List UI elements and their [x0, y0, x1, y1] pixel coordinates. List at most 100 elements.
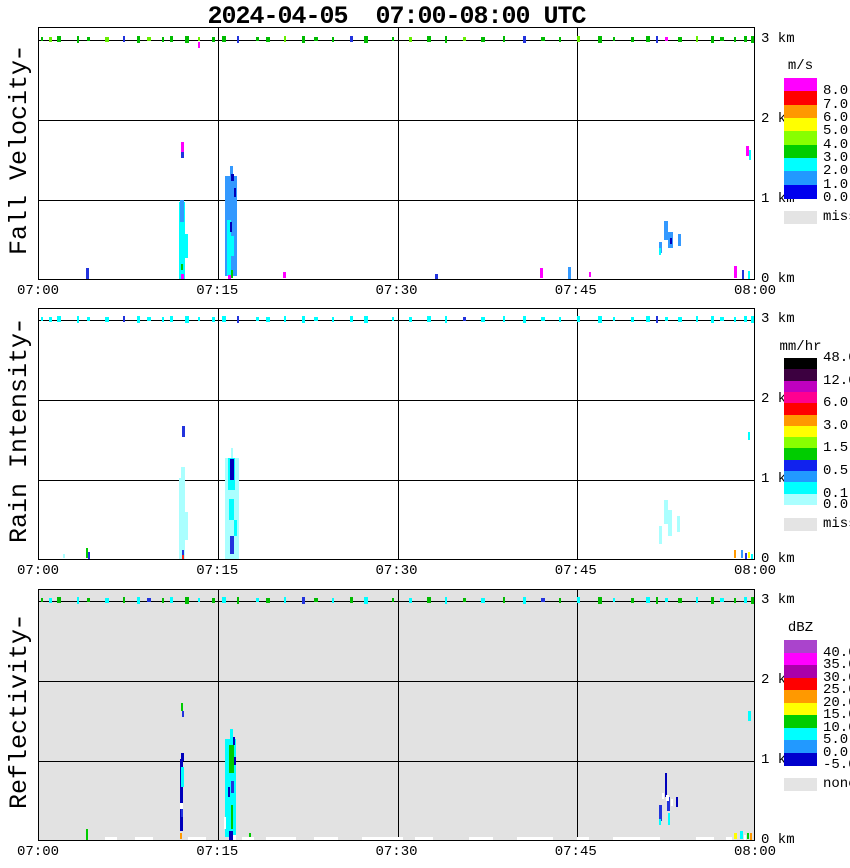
speckle [558, 316, 561, 322]
colorbar-band-label: 4.0 [823, 136, 849, 153]
speckle [331, 597, 334, 603]
speckle [463, 598, 467, 602]
height-tick-label: 0 km [761, 271, 795, 287]
data-cell [188, 837, 207, 840]
gridline-v [397, 309, 399, 559]
data-cell [677, 516, 681, 532]
colorbar-band-label: 7.0 [823, 96, 849, 113]
speckle [744, 597, 748, 603]
data-cell [659, 805, 662, 821]
time-tick-label: 07:00 [16, 844, 59, 860]
speckle [720, 37, 725, 41]
speckle [212, 597, 216, 603]
speckle [122, 597, 125, 603]
speckle [313, 317, 318, 321]
speckle [696, 316, 699, 322]
data-cell [266, 837, 296, 840]
data-cell [667, 510, 673, 536]
speckle [86, 37, 90, 41]
speckle [598, 315, 603, 323]
speckle [612, 598, 615, 602]
data-cell [469, 837, 494, 840]
time-tick-label: 07:45 [554, 563, 597, 579]
speckle [301, 315, 305, 323]
data-cell [180, 759, 183, 832]
data-cell [227, 275, 231, 279]
data-cell [517, 837, 553, 840]
data-cell [747, 833, 750, 840]
colorbar-band-label: 1.5 [823, 440, 849, 457]
axis-tick-glyph [18, 48, 20, 58]
data-cell [249, 833, 252, 840]
speckle [630, 597, 634, 603]
speckle [678, 316, 683, 322]
data-cell [675, 797, 679, 808]
data-cell [62, 553, 65, 559]
speckle [48, 36, 52, 42]
speckle [734, 316, 737, 322]
speckle [349, 36, 353, 42]
data-cell [230, 459, 235, 480]
speckle [391, 317, 394, 321]
data-cell [180, 512, 188, 540]
data-cell [180, 802, 183, 809]
colorbar-band [784, 752, 817, 766]
time-tick-label: 08:00 [733, 563, 776, 579]
speckle [197, 598, 200, 602]
y-axis-label-text: Fall Velocity [5, 48, 34, 255]
speckle [221, 36, 226, 42]
colorbar-band [784, 459, 817, 472]
speckle [655, 315, 658, 323]
gridline-v [218, 28, 220, 279]
speckle [237, 35, 240, 43]
speckle [56, 316, 61, 322]
colorbar-band [784, 425, 817, 438]
data-cell [230, 536, 234, 554]
data-cell [231, 781, 234, 793]
colorbar [784, 358, 817, 506]
colorbar-band [784, 690, 817, 703]
speckle [445, 35, 448, 43]
colorbar-band [784, 358, 817, 370]
data-cell [748, 150, 752, 160]
speckle [522, 596, 526, 604]
data-cell [747, 271, 750, 279]
plot-area-2 [38, 308, 755, 560]
speckle [77, 596, 80, 604]
data-cell [180, 233, 188, 258]
speckle [41, 598, 44, 602]
colorbar-band [784, 652, 817, 666]
speckle [710, 596, 714, 604]
gridline-h [39, 601, 754, 602]
data-cell [740, 831, 743, 840]
data-cell [663, 500, 668, 524]
speckle [463, 317, 467, 321]
speckle [502, 36, 505, 42]
data-cell [734, 833, 737, 840]
colorbar-band [784, 702, 817, 716]
speckle [197, 37, 200, 41]
speckle [237, 596, 240, 604]
colorbar-band [784, 78, 817, 92]
speckle [630, 316, 634, 322]
colorbar-band-label: 5.0 [823, 732, 849, 748]
speckle [313, 37, 318, 41]
time-tick-label: 07:15 [196, 283, 239, 299]
gridline-v [397, 28, 399, 279]
data-cell [750, 553, 753, 559]
speckle [734, 36, 737, 42]
speckle [612, 317, 615, 321]
speckle [540, 37, 545, 41]
data-cell [576, 837, 589, 840]
data-cell [744, 834, 747, 840]
data-cell [134, 837, 153, 840]
colorbar-band [784, 380, 817, 393]
speckle [665, 317, 669, 321]
data-cell [180, 767, 184, 787]
colorbar-band [784, 448, 817, 461]
speckle [77, 315, 80, 323]
speckle [558, 36, 561, 42]
gridline-h [39, 681, 754, 682]
data-cell [229, 745, 234, 773]
colorbar-band [784, 727, 817, 741]
